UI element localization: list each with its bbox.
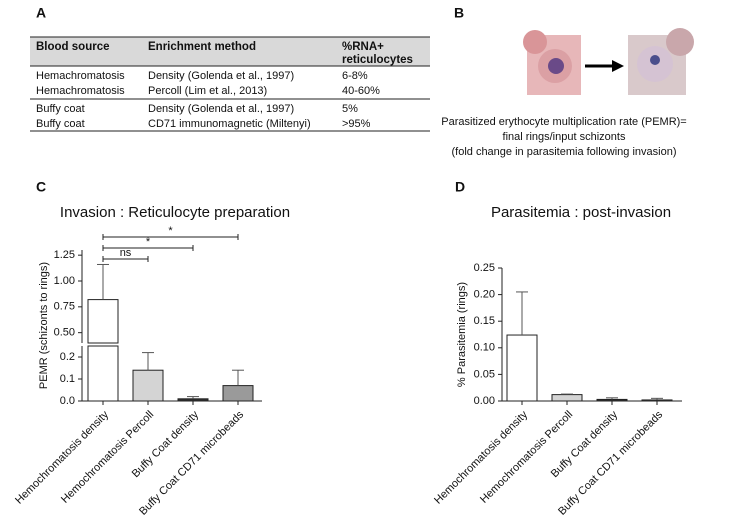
bar <box>177 398 209 402</box>
table-cell: 6-8% <box>342 70 368 82</box>
caption: (fold change in parasitemia following in… <box>451 146 676 158</box>
x-tick-label: Hemochromatosis density <box>432 408 530 506</box>
bar <box>87 345 119 402</box>
caption: final rings/input schizonts <box>503 131 626 143</box>
panel-label: B <box>454 5 464 21</box>
schizont <box>548 58 564 74</box>
sig-label: * <box>168 225 173 237</box>
bar <box>641 399 673 402</box>
bar <box>551 394 583 402</box>
y-tick-label: 0.0 <box>60 395 75 407</box>
sig-label: ns <box>120 247 132 259</box>
y-tick-label: 1.00 <box>54 275 75 287</box>
x-tick-label: Hemochromatosis Percoll <box>59 409 156 506</box>
y-tick-label: 0.20 <box>474 289 495 301</box>
rbc <box>666 28 694 56</box>
table-cell: CD71 immunomagnetic (Miltenyi) <box>148 118 311 130</box>
rbc <box>523 30 547 54</box>
y-tick-label: 0.1 <box>60 373 75 385</box>
chart-title: Parasitemia : post-invasion <box>491 204 671 221</box>
panel-label: A <box>36 5 46 21</box>
x-tick-label: Hemochromatosis Percoll <box>478 409 575 506</box>
table-header: Enrichment method <box>148 41 256 53</box>
table-body: Hemachromatosis Density (Golenda et al., … <box>36 70 380 130</box>
table-cell: 40-60% <box>342 85 380 97</box>
y-tick-label: 1.25 <box>54 249 75 261</box>
y-axis-label: PEMR (schizonts to rings) <box>38 262 50 389</box>
table-cell: Density (Golenda et al., 1997) <box>148 103 294 115</box>
y-tick-label: 0.10 <box>474 342 495 354</box>
table-cell: Buffy coat <box>36 118 85 130</box>
panel-label: D <box>455 179 465 195</box>
ring <box>650 55 660 65</box>
y-tick-label: 0.2 <box>60 351 75 363</box>
table-cell: Percoll (Lim et al., 2013) <box>148 85 267 97</box>
y-axis-label: % Parasitemia (rings) <box>456 282 468 387</box>
chart-title: Invasion : Reticulocyte preparation <box>60 204 290 221</box>
table-header: %RNA+ <box>342 41 384 53</box>
table-cell: 5% <box>342 103 358 115</box>
y-tick-label: 0.05 <box>474 368 495 380</box>
table-cell: >95% <box>342 118 371 130</box>
bar <box>596 398 628 402</box>
arrow-head <box>612 60 624 72</box>
bar <box>506 334 538 402</box>
sig-label: * <box>146 236 151 248</box>
table-header: reticulocytes <box>342 54 413 66</box>
y-tick-label: 0.50 <box>54 327 75 339</box>
y-tick-label: 0.25 <box>474 262 495 274</box>
table-cell: Density (Golenda et al., 1997) <box>148 70 294 82</box>
bar <box>132 369 164 402</box>
table-header: Blood source <box>36 41 109 53</box>
y-tick-label: 0.75 <box>54 301 75 313</box>
panel-label: C <box>36 179 46 195</box>
table-cell: Buffy coat <box>36 103 85 115</box>
bar <box>87 299 119 344</box>
y-tick-label: 0.15 <box>474 315 495 327</box>
bar <box>222 385 254 402</box>
table-cell: Hemachromatosis <box>36 70 125 82</box>
table-cell: Hemachromatosis <box>36 85 125 97</box>
y-tick-label: 0.00 <box>474 395 495 407</box>
table-header-bg <box>30 37 430 66</box>
x-tick-label: Hemochromatosis density <box>13 408 111 506</box>
caption: Parasitized erythocyte multiplication ra… <box>441 116 686 128</box>
